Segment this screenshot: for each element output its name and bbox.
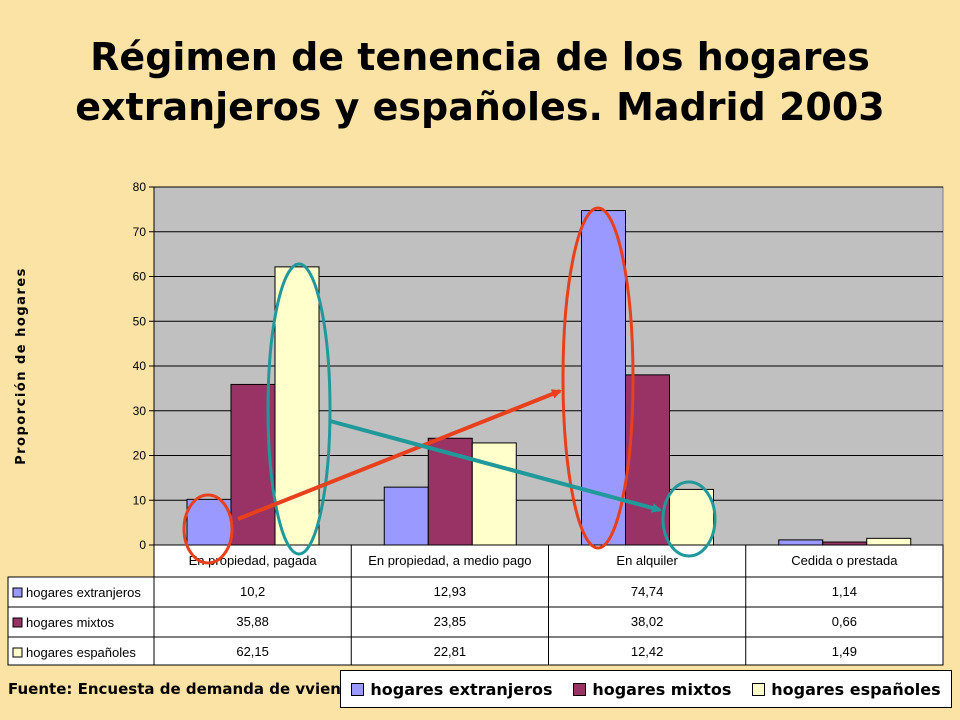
bar	[274, 266, 320, 546]
bar	[383, 486, 429, 546]
table-series-label: hogares españoles	[26, 645, 136, 660]
bar	[471, 442, 517, 546]
plot-area: 0 10 20 30 40 50 60 70 80 Proporción de hogares	[14, 180, 944, 552]
table-series-label: hogares extranjeros	[26, 585, 141, 600]
data-label: 22,81	[434, 644, 467, 659]
legend-label: hogares extranjeros	[370, 679, 553, 699]
y-tick-label: 80	[133, 180, 147, 194]
data-label: 0,66	[832, 614, 857, 629]
table-swatch	[12, 647, 23, 658]
teal-ellipse-annotation	[266, 262, 332, 556]
red-circle-annotation	[182, 493, 234, 565]
data-label: 62,15	[236, 644, 269, 659]
table-body	[7, 576, 944, 666]
data-label: 74,74	[631, 584, 664, 599]
bar-chart: 0 10 20 30 40 50 60 70 80 Proporción de hogares E…	[7, 180, 944, 666]
data-label: 10,2	[240, 584, 265, 599]
y-tick-label: 70	[133, 225, 147, 239]
title-line-2: extranjeros y españoles. Madrid 2003	[75, 85, 885, 129]
data-label: 12,42	[631, 644, 664, 659]
y-tick-label: 0	[139, 538, 146, 552]
y-tick-label: 60	[133, 270, 147, 284]
legend-label: hogares mixtos	[592, 679, 732, 699]
y-tick-label: 50	[133, 314, 147, 328]
data-table: En propiedad, pagada En propiedad, a medi…	[7, 544, 944, 666]
red-arrow	[237, 389, 562, 521]
data-label: 1,14	[832, 584, 857, 599]
y-tick-label: 10	[133, 493, 147, 507]
chart-title: Régimen de tenencia de los hogares extra…	[0, 32, 960, 132]
legend-label: hogares españoles	[771, 679, 941, 699]
table-swatch	[12, 587, 23, 598]
legend-item: hogares españoles	[752, 679, 941, 699]
category-label: En alquiler	[616, 553, 678, 568]
category-label: En propiedad, a medio pago	[368, 553, 531, 568]
y-tick-label: 40	[133, 359, 147, 373]
table-swatch	[12, 617, 23, 628]
legend-swatch	[752, 682, 766, 696]
data-label: 38,02	[631, 614, 664, 629]
y-axis-label: Proporción de hogares	[14, 267, 29, 465]
legend-item: hogares mixtos	[573, 680, 731, 699]
data-label: 23,85	[434, 614, 467, 629]
legend-item: hogares extranjeros	[351, 679, 553, 699]
source-note: Fuente: Encuesta de demanda de vvienda, …	[8, 680, 348, 698]
title-line-1: Régimen de tenencia de los hogares	[90, 35, 870, 79]
annotations	[182, 206, 717, 565]
data-label: 1,49	[832, 644, 857, 659]
bar	[669, 488, 714, 546]
red-ellipse-annotation	[561, 206, 635, 550]
teal-arrow	[329, 419, 662, 513]
bar	[866, 537, 912, 546]
category-label: Cedida o prestada	[791, 553, 898, 568]
teal-circle-annotation	[661, 480, 717, 558]
bar	[778, 539, 824, 546]
data-label: 12,93	[434, 584, 467, 599]
y-tick-label: 20	[133, 449, 147, 463]
data-label: 35,88	[236, 614, 269, 629]
legend: hogares extranjeros hogares mixtos hogares…	[340, 670, 952, 708]
y-tick-label: 30	[133, 404, 147, 418]
table-series-label: hogares mixtos	[26, 615, 115, 630]
legend-swatch	[573, 682, 587, 696]
legend-swatch	[351, 682, 365, 696]
